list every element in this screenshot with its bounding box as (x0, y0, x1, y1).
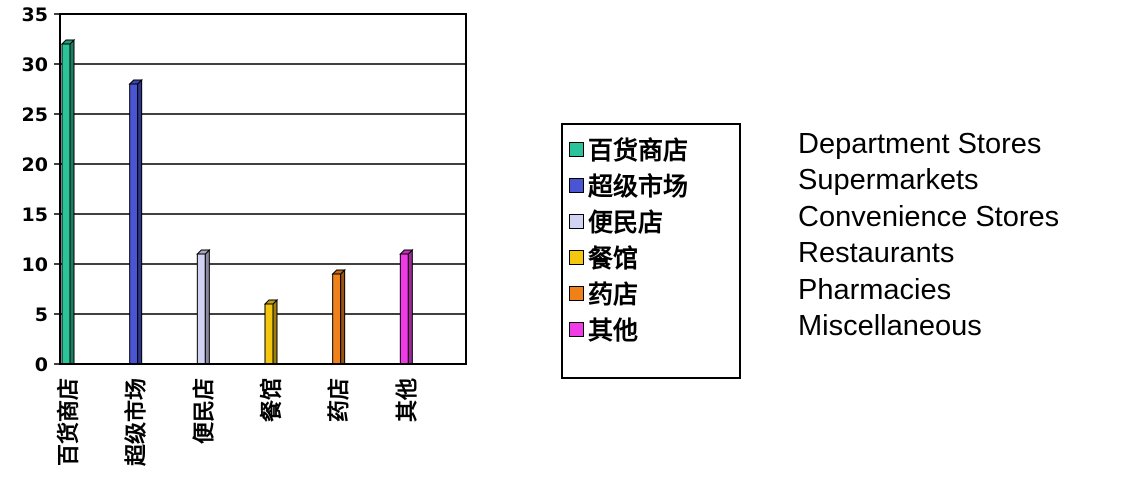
legend-swatch (569, 141, 584, 157)
translation-item: Pharmacies (798, 273, 952, 306)
y-tick-label: 35 (22, 4, 48, 26)
y-tick-label: 15 (22, 204, 48, 226)
x-tick-label: 百货商店 (56, 378, 82, 466)
legend-label: 药店 (588, 280, 639, 309)
legend-label: 超级市场 (588, 172, 689, 201)
legend-item: 药店 (569, 275, 638, 311)
legend-label: 便民店 (588, 208, 664, 237)
translation-item: Supermarkets (798, 164, 979, 197)
y-tick-label: 20 (22, 154, 48, 176)
x-tick-label: 餐馆 (259, 378, 285, 422)
x-tick-label: 其他 (395, 378, 420, 422)
x-tick-label: 超级市场 (124, 378, 150, 466)
legend-label: 餐馆 (588, 244, 639, 273)
legend-label: 百货商店 (588, 136, 689, 165)
translation-item: Restaurants (798, 237, 955, 270)
legend-item: 餐馆 (569, 239, 638, 275)
legend-swatch (569, 285, 584, 301)
y-tick-label: 5 (35, 304, 48, 326)
bar (263, 298, 279, 365)
y-tick-label: 0 (35, 354, 48, 376)
y-tick-label: 30 (22, 54, 48, 76)
english-translations: Department Stores Supermarkets Convenien… (798, 126, 1059, 344)
bars (60, 38, 414, 365)
legend-swatch (569, 213, 584, 229)
translation-item: Convenience Stores (798, 200, 1060, 233)
bar (128, 78, 143, 365)
translation-item: Department Stores (798, 128, 1042, 160)
x-axis-labels: 百货商店 超级市场 便民店 餐馆 药店 其他 (56, 378, 420, 466)
bar (60, 38, 76, 365)
bar-chart: 0 5 10 15 20 25 30 35 百货商店 超级市场 便民店 餐馆 药店 其他 (22, 4, 467, 466)
legend-label: 其他 (588, 316, 639, 345)
bar (331, 268, 346, 365)
legend-swatch (569, 177, 584, 193)
bar (399, 248, 414, 365)
legend-item: 其他 (569, 311, 638, 347)
x-tick-label: 药店 (328, 378, 353, 422)
x-tick-label: 便民店 (192, 378, 217, 444)
y-tick-label: 10 (22, 254, 48, 276)
legend-swatch (569, 249, 584, 265)
bar (196, 248, 211, 365)
y-tick-label: 25 (22, 104, 48, 126)
gridlines (60, 13, 466, 365)
y-axis-ticks: 0 5 10 15 20 25 30 35 (22, 4, 60, 376)
translation-item: Miscellaneous (798, 309, 982, 342)
legend: 百货商店 超级市场 便民店 餐馆 药店 其他 (561, 123, 741, 379)
legend-item: 便民店 (569, 203, 663, 239)
legend-item: 百货商店 (569, 131, 688, 167)
plot-frame (59, 13, 467, 365)
legend-swatch (569, 321, 584, 337)
legend-item: 超级市场 (569, 167, 688, 203)
